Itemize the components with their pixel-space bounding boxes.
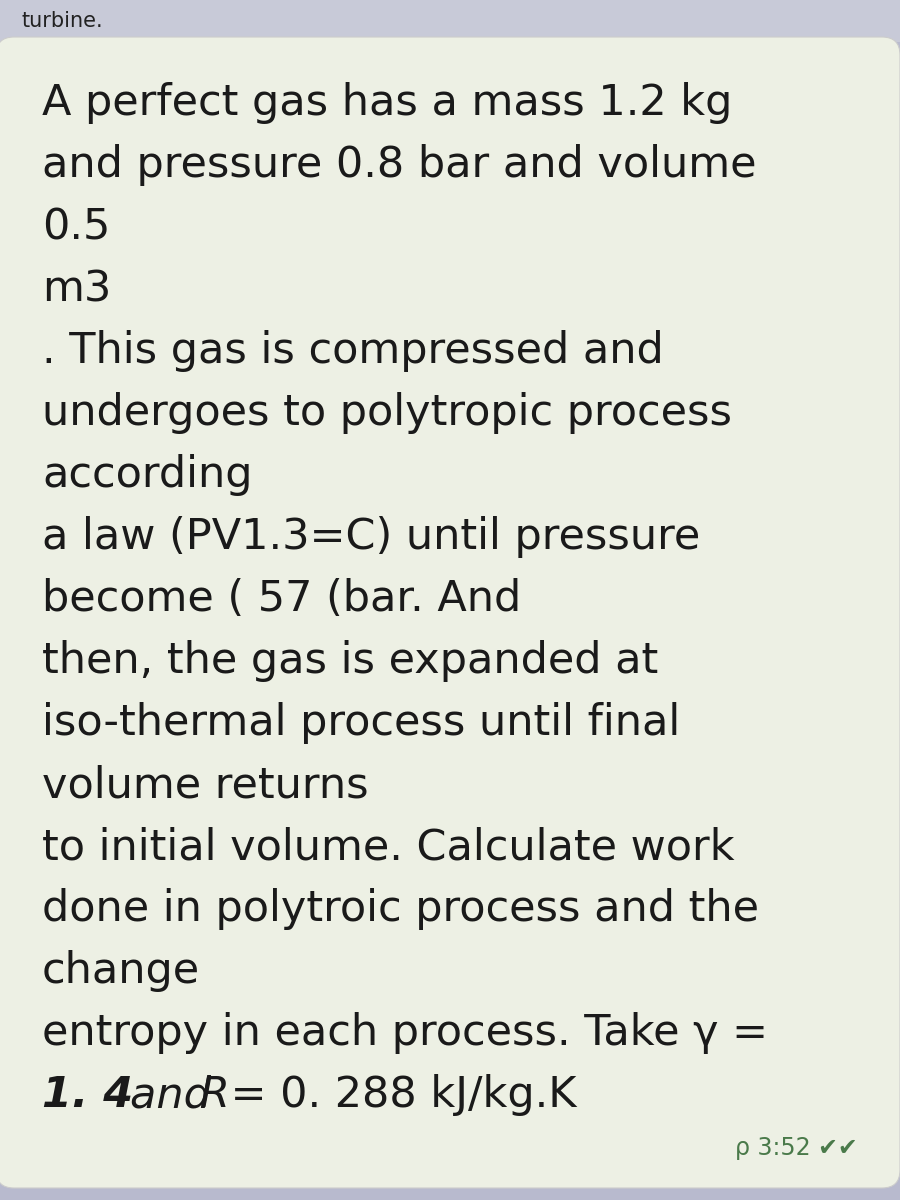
Text: volume returns: volume returns	[42, 764, 369, 806]
Text: to initial volume. Calculate work: to initial volume. Calculate work	[42, 826, 734, 868]
Text: a law (PV1.3=C) until pressure: a law (PV1.3=C) until pressure	[42, 516, 700, 558]
Text: undergoes to polytropic process: undergoes to polytropic process	[42, 392, 732, 434]
Text: 0.5: 0.5	[42, 206, 111, 248]
Text: R: R	[200, 1074, 230, 1116]
Text: according: according	[42, 454, 253, 496]
Text: change: change	[42, 950, 200, 992]
Text: and: and	[130, 1074, 224, 1116]
Text: A perfect gas has a mass 1.2 kg: A perfect gas has a mass 1.2 kg	[42, 82, 733, 124]
Text: done in polytroic process and the: done in polytroic process and the	[42, 888, 759, 930]
Text: m3: m3	[42, 268, 112, 310]
Text: and pressure 0.8 bar and volume: and pressure 0.8 bar and volume	[42, 144, 757, 186]
FancyBboxPatch shape	[0, 37, 900, 1188]
Text: ρ 3:52 ✔✔: ρ 3:52 ✔✔	[735, 1136, 858, 1160]
Text: then, the gas is expanded at: then, the gas is expanded at	[42, 640, 658, 682]
Text: turbine.: turbine.	[22, 11, 104, 31]
Text: . This gas is compressed and: . This gas is compressed and	[42, 330, 664, 372]
Text: iso-thermal process until final: iso-thermal process until final	[42, 702, 680, 744]
Text: = 0. 288 kJ/kg.K: = 0. 288 kJ/kg.K	[217, 1074, 577, 1116]
FancyBboxPatch shape	[0, 0, 900, 42]
Text: become ( 57 (bar. And: become ( 57 (bar. And	[42, 578, 521, 620]
Text: 1. 4: 1. 4	[42, 1074, 148, 1116]
Text: entropy in each process. Take γ =: entropy in each process. Take γ =	[42, 1012, 768, 1054]
